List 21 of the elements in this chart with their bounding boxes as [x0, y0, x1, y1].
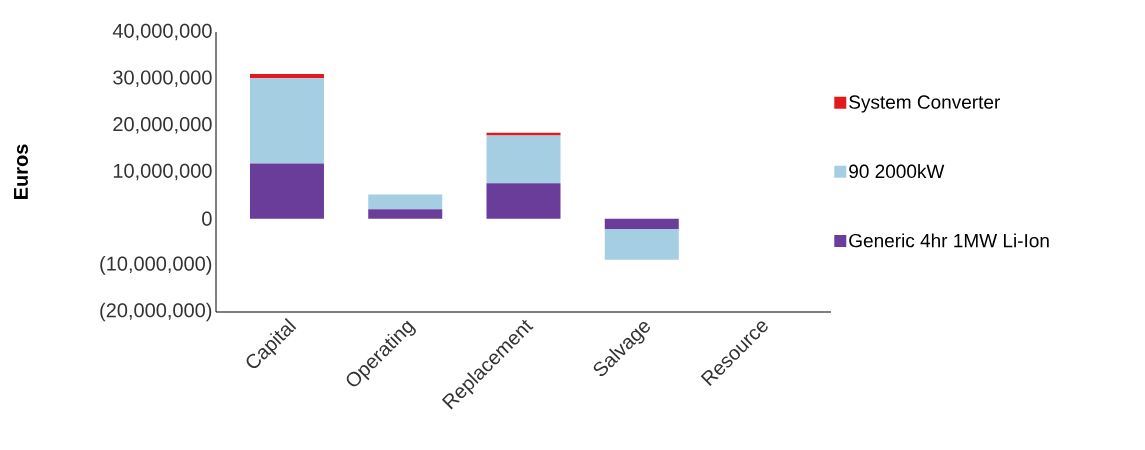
bar [486, 132, 561, 136]
y-tick-label: 0 [202, 211, 212, 226]
bar [604, 228, 679, 260]
bar [249, 78, 324, 164]
y-tick-label: 40,000,000 [112, 23, 212, 41]
legend-label: 90 2000kW [849, 164, 945, 179]
bar [249, 74, 324, 79]
y-tick-label: (20,000,000) [100, 302, 212, 322]
bar [486, 135, 561, 184]
y-axis-title: Euros [14, 144, 28, 200]
y-tick-label: (10,000,000) [100, 256, 212, 275]
y-tick-label: 20,000,000 [113, 117, 212, 134]
bar [604, 218, 679, 229]
bar [368, 209, 443, 219]
bar [368, 194, 443, 210]
legend-label: Generic 4hr 1MW Li-Ion [849, 233, 1049, 248]
bar [486, 183, 561, 219]
legend-label: System Converter [849, 95, 1000, 113]
y-tick-label: 10,000,000 [113, 163, 212, 181]
y-tick-label: 30,000,000 [113, 70, 212, 87]
bar [249, 163, 324, 219]
